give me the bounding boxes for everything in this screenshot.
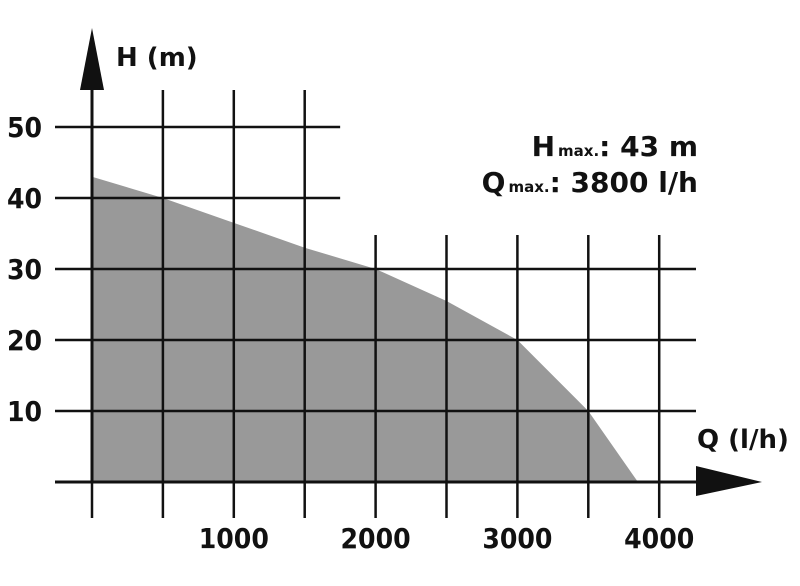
y-axis-arrow — [80, 28, 104, 90]
y-tick-50: 50 — [7, 111, 42, 144]
performance-area — [92, 176, 638, 482]
hmax-symbol: H — [532, 130, 555, 163]
qmax-value: : 3800 l/h — [550, 166, 698, 199]
y-tick-20: 20 — [7, 324, 42, 357]
qmax-subscript: max. — [508, 178, 549, 196]
hmax-value: : 43 m — [599, 130, 698, 163]
hmax-subscript: max. — [558, 142, 599, 160]
x-tick-4000: 4000 — [624, 522, 694, 555]
y-tick-40: 40 — [7, 182, 42, 215]
y-axis-label: H (m) — [116, 43, 198, 73]
x-tick-3000: 3000 — [482, 522, 552, 555]
x-tick-2000: 2000 — [341, 522, 411, 555]
y-tick-30: 30 — [7, 253, 42, 286]
y-tick-10: 10 — [7, 395, 42, 428]
qmax-symbol: Q — [482, 166, 506, 199]
x-tick-1000: 1000 — [199, 522, 269, 555]
x-axis-arrow — [696, 466, 762, 496]
x-axis-label: Q (l/h) — [697, 425, 789, 455]
